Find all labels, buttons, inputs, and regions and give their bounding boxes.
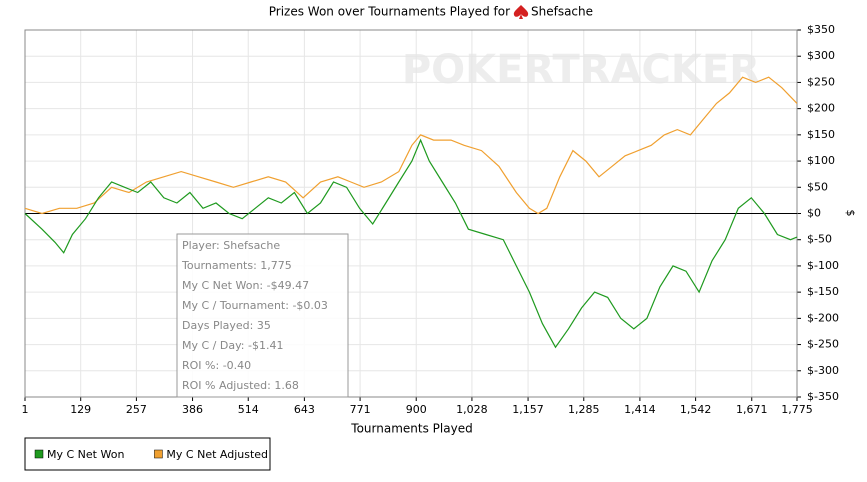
- y-tick-label: $-200: [807, 311, 839, 324]
- legend-swatch: [34, 449, 44, 459]
- y-tick-label: $-350: [807, 390, 839, 403]
- x-tick-label: 1,671: [736, 403, 768, 416]
- x-tick-label: 900: [406, 403, 427, 416]
- y-tick-label: $300: [807, 49, 835, 62]
- y-tick-label: $200: [807, 102, 835, 115]
- y-tick-label: $100: [807, 154, 835, 167]
- x-axis-label: Tournaments Played: [350, 422, 472, 436]
- y-tick-label: $-300: [807, 364, 839, 377]
- tooltip-line: ROI % Adjusted: 1.68: [182, 379, 299, 392]
- tooltip-line: Days Played: 35: [182, 319, 271, 332]
- tooltip-line: My C / Tournament: -$0.03: [182, 299, 328, 312]
- series-line: [24, 138, 798, 349]
- tooltip-line: Player: Shefsache: [182, 239, 280, 252]
- tooltip-box: [176, 233, 349, 398]
- chart-title: Prizes Won over Tournaments Played for: [269, 5, 510, 19]
- x-tick-label: 1,028: [456, 403, 488, 416]
- y-tick-label: $50: [807, 180, 828, 193]
- tooltip-line: My C / Day: -$1.41: [182, 339, 283, 352]
- x-tick-label: 1,542: [680, 403, 712, 416]
- y-tick-label: $-100: [807, 259, 839, 272]
- y-tick-label: $250: [807, 75, 835, 88]
- x-tick-label: 643: [294, 403, 315, 416]
- spade-icon: [513, 5, 529, 19]
- x-tick-label: 386: [182, 403, 203, 416]
- y-tick-label: $150: [807, 128, 835, 141]
- x-tick-label: 1,157: [512, 403, 544, 416]
- x-tick-label: 1,285: [568, 403, 600, 416]
- x-tick-label: 771: [350, 403, 371, 416]
- x-tick-label: 1: [22, 403, 29, 416]
- x-tick-label: 514: [238, 403, 259, 416]
- y-tick-label: $0: [807, 207, 821, 220]
- x-tick-label: 129: [70, 403, 91, 416]
- legend-swatch: [154, 449, 163, 459]
- legend-label: My C Net Adjusted: [166, 448, 268, 461]
- x-tick-label: 1,414: [624, 403, 656, 416]
- tooltip-line: ROI %: -0.40: [182, 359, 251, 372]
- legend-box: [24, 437, 271, 471]
- tooltip-line: My C Net Won: -$49.47: [182, 279, 309, 292]
- x-tick-label: 257: [126, 403, 147, 416]
- x-tick-label: 1,775: [781, 403, 813, 416]
- y-tick-label: $-250: [807, 338, 839, 351]
- y-tick-label: $-150: [807, 285, 839, 298]
- y-axis-label: $: [844, 210, 857, 217]
- y-tick-label: $350: [807, 23, 835, 36]
- tooltip-line: Tournaments: 1,775: [181, 259, 292, 272]
- legend-label: My C Net Won: [47, 448, 124, 461]
- series-line: [24, 76, 798, 215]
- watermark: POKERTRACKER: [402, 47, 760, 93]
- player-name: Shefsache: [531, 5, 593, 19]
- y-tick-label: $-50: [807, 233, 832, 246]
